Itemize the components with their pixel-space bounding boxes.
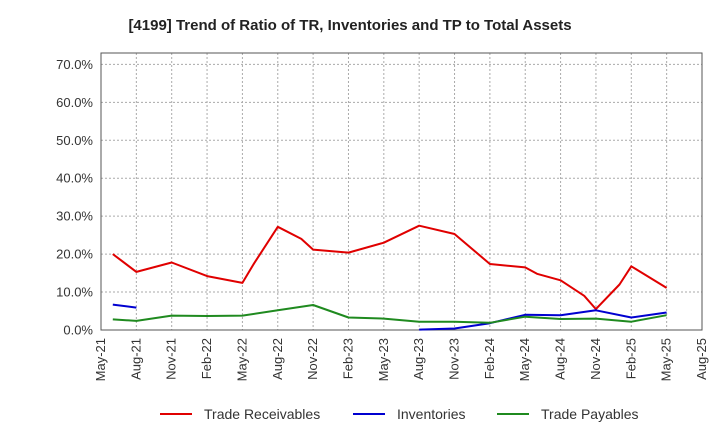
x-tick-label: Feb-25 bbox=[623, 338, 638, 379]
x-tick-label: May-22 bbox=[234, 338, 249, 381]
x-tick-label: Nov-23 bbox=[447, 338, 462, 380]
x-tick-label: Aug-23 bbox=[411, 338, 426, 380]
x-tick-label: Aug-25 bbox=[694, 338, 709, 380]
x-tick-label: May-21 bbox=[93, 338, 108, 381]
x-tick-label: Aug-22 bbox=[270, 338, 285, 380]
x-tick-label: Feb-23 bbox=[340, 338, 355, 379]
y-tick-label: 30.0% bbox=[56, 209, 93, 224]
y-tick-label: 20.0% bbox=[56, 247, 93, 262]
legend: Trade Receivables Inventories Trade Payabl… bbox=[160, 406, 639, 422]
x-tick-label: Nov-24 bbox=[588, 338, 603, 380]
series-line-1 bbox=[112, 224, 668, 311]
series-line-3 bbox=[112, 304, 667, 324]
x-tick-label: May-25 bbox=[659, 338, 674, 381]
axes: 0.0% 10.0% 20.0% 30.0% 40.0% 50.0% 60.0% 70.0% M… bbox=[56, 52, 709, 381]
series-lines bbox=[112, 224, 668, 331]
y-tick-label: 50.0% bbox=[56, 133, 93, 148]
y-tick-label: 70.0% bbox=[56, 57, 93, 72]
grid bbox=[101, 53, 702, 330]
x-tick-label: Feb-24 bbox=[482, 338, 497, 379]
y-tick-label: 60.0% bbox=[56, 95, 93, 110]
x-tick-label: May-23 bbox=[376, 338, 391, 381]
legend-label: Inventories bbox=[397, 406, 465, 422]
x-tick-label: Nov-22 bbox=[305, 338, 320, 380]
plot-frame bbox=[100, 52, 703, 331]
legend-label: Trade Receivables bbox=[204, 406, 320, 422]
y-tick-label: 0.0% bbox=[63, 323, 93, 338]
x-tick-label: Aug-21 bbox=[128, 338, 143, 380]
x-tick-label: May-24 bbox=[517, 338, 532, 381]
y-tick-label: 10.0% bbox=[56, 285, 93, 300]
x-tick-label: Feb-22 bbox=[199, 338, 214, 379]
series-line-2 bbox=[112, 303, 667, 331]
x-tick-label: Aug-24 bbox=[553, 338, 568, 380]
y-tick-label: 40.0% bbox=[56, 171, 93, 186]
legend-label: Trade Payables bbox=[541, 406, 639, 422]
chart-title: [4199] Trend of Ratio of TR, Inventories… bbox=[128, 17, 571, 34]
x-tick-label: Nov-21 bbox=[164, 338, 179, 380]
